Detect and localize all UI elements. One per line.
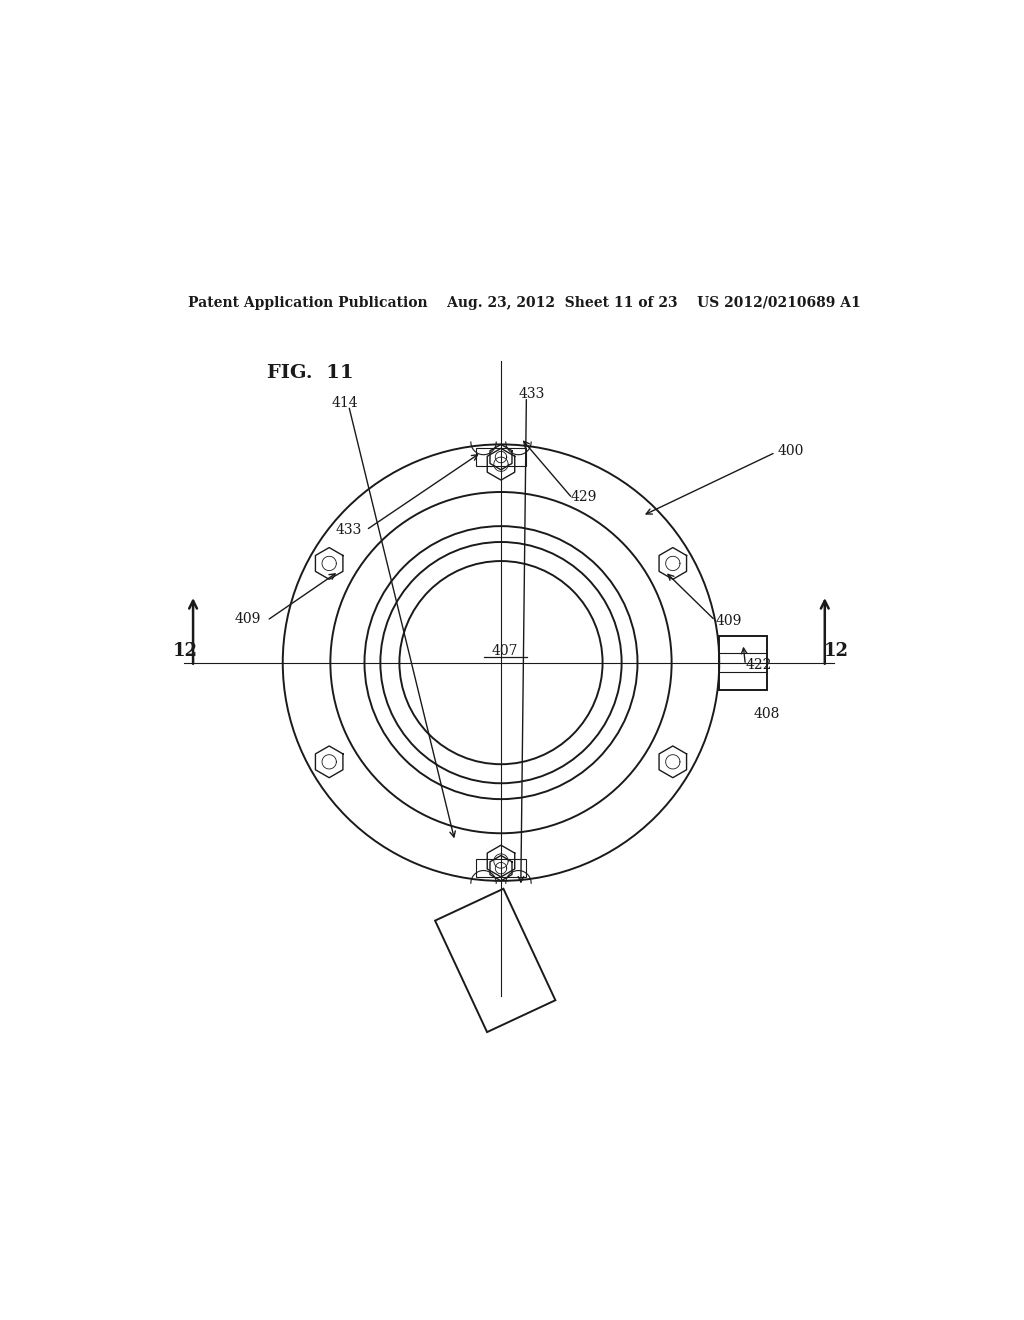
Text: 12: 12 [823,642,849,660]
Text: 409: 409 [715,614,741,627]
Text: 414: 414 [332,396,358,411]
Text: 422: 422 [745,657,772,672]
Text: 408: 408 [754,708,779,721]
Bar [475,859,526,876]
Bar [719,636,767,689]
Text: 433: 433 [336,523,362,537]
Text: 429: 429 [570,490,597,504]
Bar [475,449,526,466]
Text: 407: 407 [492,644,518,657]
Text: Patent Application Publication    Aug. 23, 2012  Sheet 11 of 23    US 2012/02106: Patent Application Publication Aug. 23, … [188,296,861,310]
Text: 12: 12 [173,642,198,660]
Text: FIG.  11: FIG. 11 [267,364,353,381]
Text: 400: 400 [777,444,804,458]
Text: 409: 409 [234,612,261,626]
Text: 433: 433 [518,387,545,401]
